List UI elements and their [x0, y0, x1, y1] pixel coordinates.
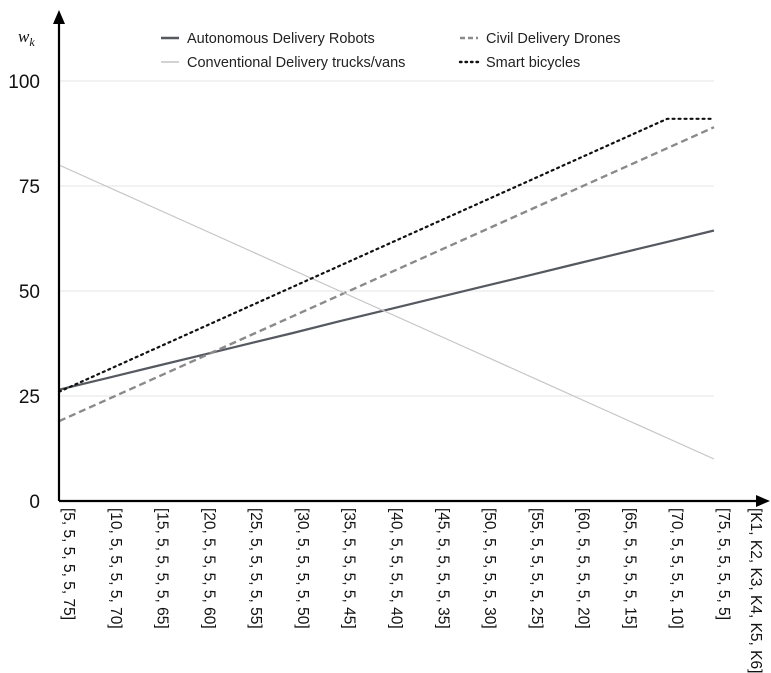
series-line-3 [57, 117, 716, 393]
x-tick-label: [70, 5, 5, 5, 5, 10] [668, 508, 685, 629]
x-axis-arrow [756, 495, 770, 507]
grid-lines [59, 80, 714, 397]
x-tick-label: [20, 5, 5, 5, 5, 60] [200, 508, 217, 629]
x-tick-label: [10, 5, 5, 5, 5, 70] [107, 508, 124, 629]
series-lines [57, 117, 716, 460]
y-axis-label-subscript: k [29, 35, 35, 49]
series-line-1 [58, 126, 715, 423]
y-axis-arrow [53, 10, 65, 24]
legend-label-3: Smart bicycles [486, 55, 580, 71]
x-tick-label: [35, 5, 5, 5, 5, 45] [341, 508, 358, 629]
x-tick-label: [5, 5, 5, 5, 5, 75] [60, 508, 77, 620]
x-tick-labels: [5, 5, 5, 5, 5, 75] [10, 5, 5, 5, 5, 70] [… [60, 508, 732, 629]
x-tick-label: [50, 5, 5, 5, 5, 30] [481, 508, 498, 629]
y-tick-label: 25 [19, 387, 40, 408]
x-tick-label: [60, 5, 5, 5, 5, 20] [575, 508, 592, 629]
x-axis-label: [K1, K2, K3, K4, K5, K6] [747, 508, 764, 673]
legend-label-0: Autonomous Delivery Robots [187, 31, 375, 47]
series-line-2 [58, 164, 715, 460]
x-tick-label: [65, 5, 5, 5, 5, 15] [621, 508, 638, 629]
y-tick-label: 50 [19, 282, 40, 303]
legend: Autonomous Delivery Robots Civil Delivery… [161, 31, 621, 71]
y-tick-label: 75 [19, 177, 40, 198]
x-tick-label: [75, 5, 5, 5, 5, 5] [715, 508, 732, 620]
x-tick-label: [30, 5, 5, 5, 5, 50] [294, 508, 311, 629]
x-tick-label: [40, 5, 5, 5, 5, 40] [388, 508, 405, 629]
x-tick-label: [15, 5, 5, 5, 5, 65] [154, 508, 171, 629]
axes [53, 10, 770, 507]
x-tick-label: [25, 5, 5, 5, 5, 55] [247, 508, 264, 629]
legend-label-2: Conventional Delivery trucks/vans [187, 55, 405, 71]
y-tick-label: 0 [29, 492, 40, 513]
y-axis-label-main: w [18, 27, 30, 46]
legend-label-1: Civil Delivery Drones [486, 31, 621, 47]
y-tick-label: 100 [8, 72, 40, 93]
x-tick-label: [55, 5, 5, 5, 5, 25] [528, 508, 545, 629]
series-line-0 [58, 229, 715, 391]
y-axis-label: wk [18, 27, 35, 49]
x-tick-label: [45, 5, 5, 5, 5, 35] [434, 508, 451, 629]
y-tick-labels: 0 25 50 75 100 [8, 72, 40, 513]
